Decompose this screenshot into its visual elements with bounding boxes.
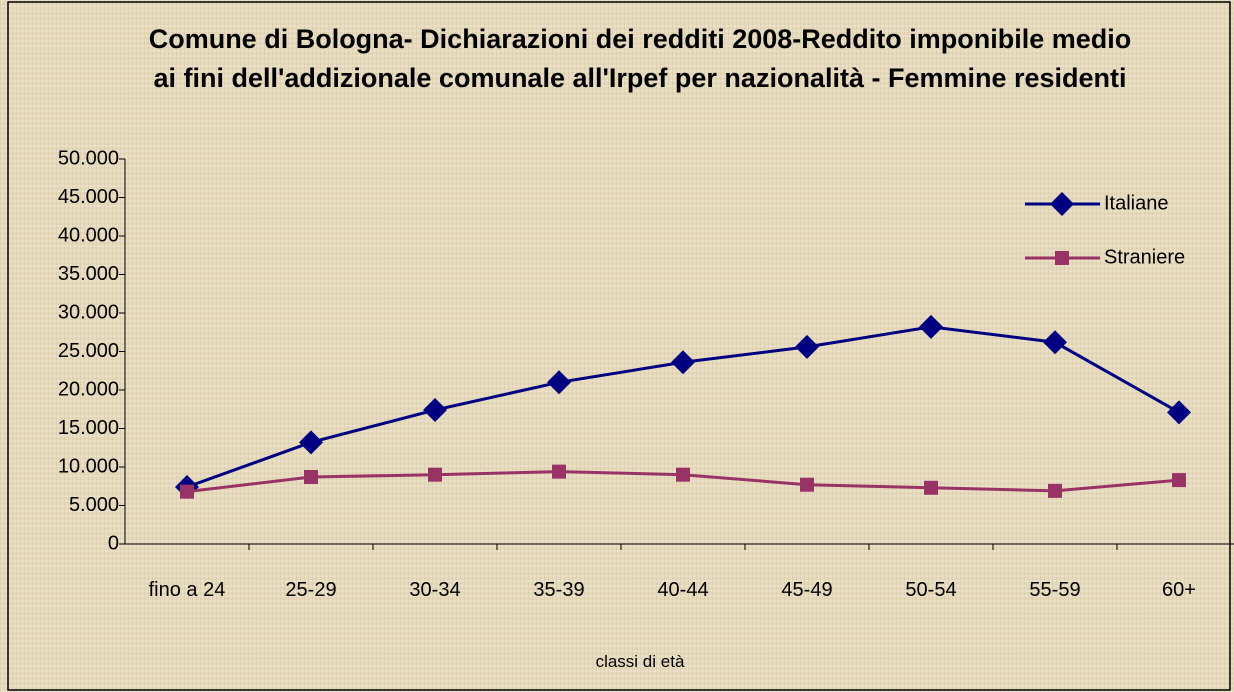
x-axis-title: classi di età bbox=[595, 652, 685, 671]
x-tick-label: 60+ bbox=[1162, 579, 1196, 601]
y-tick-label: 40.000 bbox=[58, 224, 119, 246]
x-tick-label: 50-54 bbox=[905, 579, 957, 601]
data-point bbox=[676, 467, 690, 482]
x-tick-label: 45-49 bbox=[781, 579, 833, 601]
data-point bbox=[180, 484, 194, 499]
data-point bbox=[428, 467, 442, 482]
data-point bbox=[1172, 473, 1186, 488]
legend-label: Italiane bbox=[1104, 192, 1169, 214]
y-tick-label: 20.000 bbox=[58, 378, 119, 400]
y-tick-label: 25.000 bbox=[58, 340, 119, 362]
y-tick-label: 0 bbox=[108, 532, 119, 554]
x-tick-label: 40-44 bbox=[657, 579, 709, 601]
data-point bbox=[924, 480, 938, 495]
data-point bbox=[671, 350, 695, 375]
y-tick-label: 10.000 bbox=[58, 455, 119, 477]
data-point bbox=[423, 398, 447, 423]
legend-label: Straniere bbox=[1104, 246, 1185, 268]
data-point bbox=[552, 464, 566, 479]
y-tick-label: 30.000 bbox=[58, 301, 119, 323]
y-tick-label: 35.000 bbox=[58, 263, 119, 285]
legend-marker bbox=[1050, 192, 1074, 216]
y-tick-label: 5.000 bbox=[69, 494, 119, 516]
y-tick-label: 50.000 bbox=[58, 147, 119, 169]
data-point bbox=[919, 314, 943, 339]
data-point bbox=[795, 334, 819, 359]
data-point bbox=[1043, 330, 1067, 355]
x-tick-label: 35-39 bbox=[533, 579, 585, 601]
chart-border bbox=[7, 1, 1231, 691]
x-tick-label: fino a 24 bbox=[148, 579, 226, 601]
y-tick-label: 45.000 bbox=[58, 186, 119, 208]
x-tick-label: 25-29 bbox=[285, 579, 337, 601]
x-tick-label: 55-59 bbox=[1029, 579, 1081, 601]
legend-marker bbox=[1055, 251, 1069, 265]
x-tick-label: 30-34 bbox=[409, 579, 461, 601]
data-point bbox=[299, 430, 323, 455]
data-point bbox=[1167, 400, 1191, 425]
data-point bbox=[1048, 483, 1062, 498]
data-point bbox=[800, 477, 814, 492]
data-point bbox=[547, 370, 571, 395]
chart-title: Comune di Bologna- Dichiarazioni dei red… bbox=[148, 24, 1132, 93]
data-point bbox=[304, 470, 318, 485]
y-tick-label: 15.000 bbox=[58, 417, 119, 439]
